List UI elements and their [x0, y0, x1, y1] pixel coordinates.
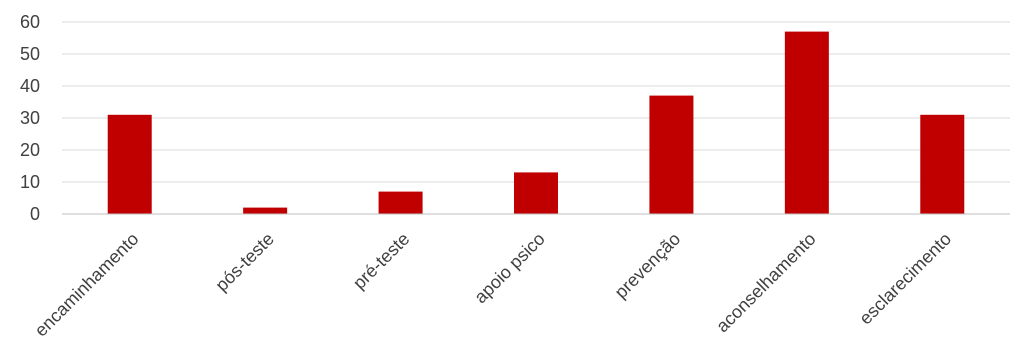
bar-esclarecimento — [920, 114, 965, 214]
x-category-label-encaminhamento: encaminhamento — [31, 229, 143, 341]
y-tick-label-20: 20 — [20, 140, 40, 160]
x-category-label-esclarecimento: esclarecimento — [855, 229, 955, 329]
bar-pós-teste — [243, 207, 288, 214]
x-category-label-pós-teste: pós-teste — [211, 229, 278, 296]
bar-aconselhamento — [784, 31, 829, 214]
bar-encaminhamento — [107, 114, 152, 214]
y-tick-label-10: 10 — [20, 172, 40, 192]
x-category-label-pré-teste: pré-teste — [349, 229, 413, 293]
y-tick-label-50: 50 — [20, 44, 40, 64]
x-category-label-prevenção: prevenção — [611, 229, 685, 303]
y-tick-label-60: 60 — [20, 12, 40, 32]
bar-pré-teste — [378, 191, 423, 214]
y-axis-tick-labels: 0 10 20 30 40 50 60 — [20, 12, 40, 224]
gridlines — [62, 21, 1010, 183]
bars — [107, 31, 965, 214]
x-category-label-apoio-psico: apoio psico — [470, 229, 549, 308]
bar-apoio-psico — [514, 172, 558, 214]
bar-prevenção — [649, 95, 694, 214]
x-category-label-aconselhamento: aconselhamento — [712, 229, 820, 337]
y-tick-label-0: 0 — [30, 204, 40, 224]
y-tick-label-40: 40 — [20, 76, 40, 96]
x-axis-category-labels: encaminhamento pós-teste pré-teste apoio ps… — [31, 229, 955, 341]
y-tick-label-30: 30 — [20, 108, 40, 128]
